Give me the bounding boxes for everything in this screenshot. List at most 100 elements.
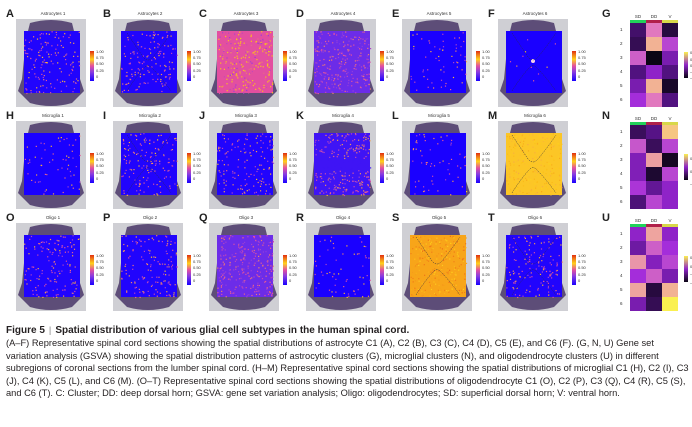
colorbar-ticks: 1.00 0.75 0.50 0.25 0 (482, 253, 490, 284)
expression-spot (328, 159, 330, 161)
expression-spot (315, 188, 317, 190)
colorbar-tick: 0.75 (289, 157, 297, 163)
expression-spot (171, 61, 173, 64)
region-band-swatch (646, 20, 662, 23)
expression-spot (448, 249, 450, 251)
expression-spot (263, 242, 265, 244)
expression-spot (328, 87, 330, 90)
expression-spot (559, 236, 561, 238)
expression-spot (159, 163, 161, 165)
expression-spot (37, 254, 39, 256)
panel-label: K (296, 110, 304, 122)
expression-spot (223, 42, 225, 45)
expression-spot (343, 292, 345, 294)
expression-spot (239, 285, 241, 287)
expression-spot (57, 137, 60, 139)
expression-spot (262, 90, 264, 92)
expression-spot (530, 254, 532, 256)
expression-spot (322, 181, 324, 183)
column-header: SD (634, 218, 642, 223)
expression-spot (551, 181, 553, 184)
column-header: V (668, 116, 672, 121)
expression-spot (464, 165, 466, 167)
heatmap-cells (630, 23, 678, 107)
expression-spot (218, 270, 221, 272)
colorbar-ticks: 1.00 0.75 0.50 0.25 0 (578, 49, 586, 80)
expression-spot (526, 153, 528, 156)
expression-spot (218, 38, 220, 40)
expression-spot (37, 76, 39, 79)
expression-spot (343, 148, 345, 150)
expression-spot (365, 85, 367, 87)
expression-spot (418, 242, 420, 244)
spinal-cord-section (498, 223, 568, 311)
expression-spot (32, 293, 34, 295)
expression-spot (368, 61, 370, 63)
expression-spot (509, 61, 512, 63)
expression-spot (337, 154, 339, 156)
panel-title: Oligo 4 (335, 215, 351, 220)
expression-spot (228, 32, 230, 34)
expression-spot (339, 88, 341, 90)
expression-spot (522, 295, 524, 297)
expression-spot (334, 284, 336, 286)
expression-spot (461, 259, 464, 261)
expression-spot (128, 257, 130, 259)
expression-spot (453, 265, 455, 268)
expression-spot (509, 173, 511, 175)
expression-spot (522, 157, 524, 159)
colorbar-tick: 0.50 (482, 265, 490, 271)
expression-spot (536, 143, 539, 145)
expression-spot (27, 56, 29, 58)
expression-spot (222, 47, 224, 49)
expression-spot (258, 258, 260, 260)
expression-spot (166, 36, 168, 38)
expression-spot (54, 272, 56, 274)
expression-spot (223, 76, 225, 78)
expression-spot (239, 31, 241, 33)
expression-spot (513, 173, 515, 175)
expression-spot (334, 187, 336, 189)
expression-spot (331, 83, 333, 85)
expression-spot (337, 78, 339, 80)
expression-spot (547, 287, 549, 289)
expression-spot (508, 155, 510, 157)
colorbar-tick: 0.25 (386, 169, 394, 175)
colorbar-tick: 0.50 (193, 61, 201, 67)
expression-spot (350, 168, 352, 170)
expression-spot (150, 160, 152, 162)
expression-spot (250, 270, 252, 272)
expression-spot (253, 236, 256, 238)
colorbar-tick: 0.75 (578, 259, 586, 265)
expression-spot (138, 86, 140, 88)
expression-spot (552, 137, 554, 139)
expression-spot (44, 41, 46, 43)
colorbar-tick: 0.75 (578, 55, 586, 61)
expression-spot (72, 187, 74, 189)
expression-spot (552, 272, 554, 274)
expression-spot (262, 178, 264, 180)
expression-spot (457, 165, 459, 167)
colorbar-tick: 0 (386, 73, 389, 79)
expression-spot (354, 150, 356, 152)
expression-spot (448, 281, 450, 283)
expression-spot (318, 35, 320, 38)
expression-spot (527, 144, 529, 146)
expression-spot (153, 256, 155, 258)
expression-spot (141, 63, 143, 65)
expression-spot (414, 280, 417, 282)
expression-spot (77, 238, 79, 240)
expression-spot (235, 268, 237, 270)
expression-spot (359, 182, 361, 184)
colorbar-tick: 0.50 (96, 163, 104, 169)
expression-spot (330, 236, 333, 238)
expression-spot (220, 62, 222, 64)
expression-spot (315, 31, 317, 33)
expression-spot (509, 178, 511, 180)
expression-spot (126, 71, 128, 74)
expression-spot (452, 180, 454, 182)
expression-spot (344, 63, 346, 65)
expression-spot (231, 254, 233, 256)
expression-spot (531, 167, 533, 170)
expression-spot (521, 150, 523, 152)
